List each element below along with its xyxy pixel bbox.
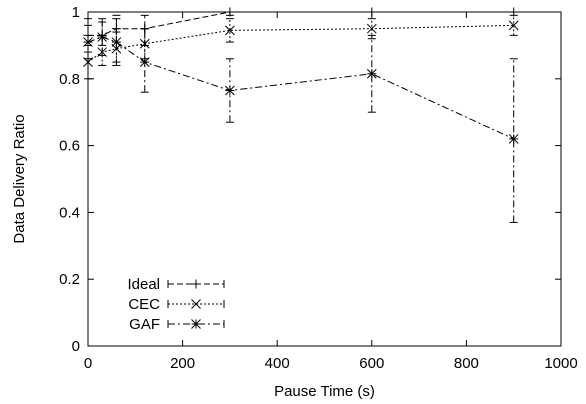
- series-line: [88, 11, 514, 36]
- series-cec: [83, 14, 519, 80]
- series-line: [87, 36, 514, 140]
- data-point: [225, 85, 235, 96]
- data-point: [508, 20, 519, 31]
- x-tick-label: 0: [84, 355, 92, 372]
- data-point: [97, 32, 108, 42]
- x-tick-label: 1000: [544, 355, 577, 372]
- x-tick-label: 400: [265, 355, 290, 372]
- x-tick-label: 200: [170, 355, 195, 372]
- data-point: [139, 57, 150, 67]
- series-line: [87, 24, 514, 63]
- x-tick-label: 600: [359, 355, 384, 372]
- y-tick-label: 1: [72, 4, 80, 21]
- y-tick-label: 0: [72, 338, 80, 355]
- y-tick-label: 0.4: [59, 204, 80, 221]
- series-group: [83, 7, 519, 223]
- data-point: [366, 23, 377, 34]
- x-tick-label: 800: [454, 355, 479, 372]
- data-point: [366, 68, 377, 79]
- legend-label: GAF: [129, 316, 160, 333]
- data-point: [508, 134, 519, 144]
- y-tick-label: 0.2: [59, 271, 80, 288]
- legend-label: CEC: [128, 296, 160, 313]
- series-gaf: [83, 18, 519, 223]
- y-tick-label: 0.8: [59, 71, 80, 88]
- data-point: [83, 37, 93, 47]
- axis-ticks: 0 200 400 600 800 1000 0 0.2 0.4 0.6 0.8 1: [59, 4, 578, 372]
- legend-marker: [191, 299, 201, 309]
- data-point: [225, 25, 235, 36]
- legend-marker: [191, 319, 201, 329]
- y-tick-label: 0.6: [59, 138, 80, 155]
- y-axis-label: Data Delivery Ratio: [11, 114, 28, 243]
- x-axis-label: Pause Time (s): [274, 383, 375, 400]
- legend-label: Ideal: [127, 276, 160, 293]
- legend: Ideal CEC GAF: [127, 276, 225, 333]
- data-point: [111, 37, 122, 47]
